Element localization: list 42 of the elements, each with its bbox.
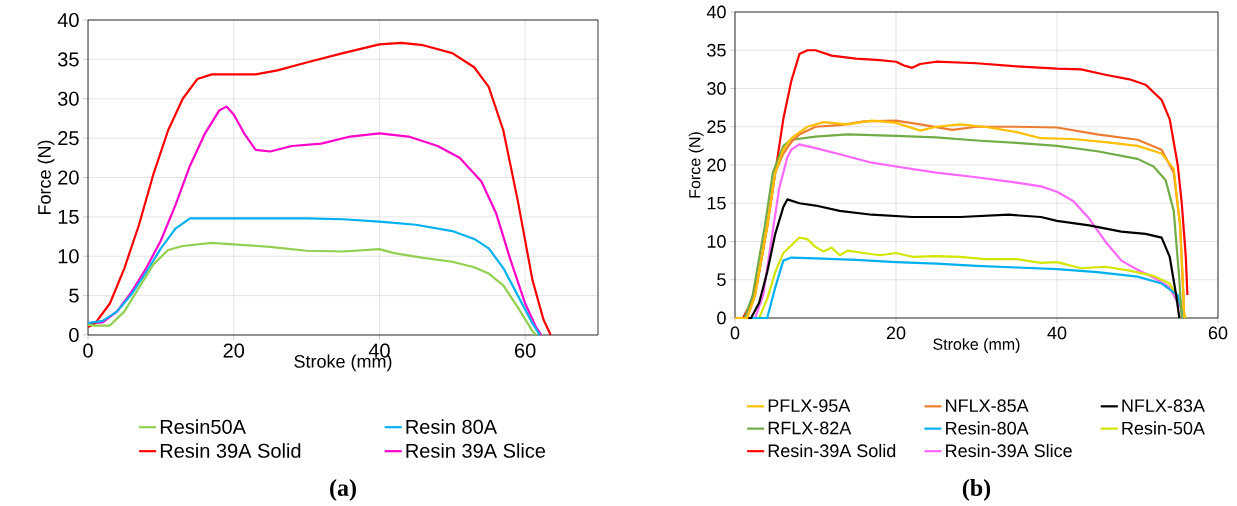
legend-label: Resin 80A bbox=[406, 419, 498, 434]
y-tick-label: 15 bbox=[58, 209, 79, 224]
legend-label: Resin50A bbox=[160, 419, 246, 434]
y-tick-label: 10 bbox=[58, 249, 79, 264]
legend-label: NFLX-85A bbox=[946, 399, 1029, 413]
text: (a) bbox=[330, 479, 356, 501]
y-tick-label: 25 bbox=[707, 120, 726, 134]
x-tick-label: 60 bbox=[515, 343, 536, 358]
y-axis-title: Force (N) bbox=[37, 140, 55, 215]
x-axis-title: Stroke (mm) bbox=[933, 338, 1020, 354]
x-tick-label: 20 bbox=[223, 343, 245, 358]
y-tick-label: 35 bbox=[707, 43, 726, 57]
y-tick-label: 25 bbox=[58, 131, 79, 146]
x-tick-label: 0 bbox=[83, 343, 93, 358]
y-tick-label: 20 bbox=[58, 170, 79, 185]
y-tick-label: 30 bbox=[707, 82, 726, 95]
y-tick-label: 5 bbox=[69, 288, 79, 303]
y-tick-label: 15 bbox=[707, 196, 726, 210]
legend-label: Resin-39A Solid bbox=[768, 443, 896, 458]
y-axis-title: Force (N) bbox=[688, 132, 704, 198]
legend-label: Resin-39A Slice bbox=[946, 443, 1072, 458]
legend-label: Resin-80A bbox=[946, 421, 1029, 435]
y-tick-label: 40 bbox=[57, 12, 79, 28]
line-series bbox=[86, 241, 538, 337]
y-tick-label: 35 bbox=[58, 52, 79, 67]
x-tick-label: 60 bbox=[1208, 326, 1228, 340]
y-tick-label: 5 bbox=[717, 273, 726, 287]
y-tick-label: 0 bbox=[717, 311, 726, 325]
y-tick-label: 10 bbox=[707, 235, 726, 248]
legend-label: Resin 39A Slice bbox=[406, 443, 546, 458]
legend-label: Resin 39A Solid bbox=[160, 443, 301, 458]
y-tick-label: 40 bbox=[706, 5, 726, 19]
x-tick-label: 40 bbox=[1047, 326, 1067, 340]
y-tick-label: 30 bbox=[58, 91, 79, 106]
legend-label: PFLX-95A bbox=[768, 399, 851, 413]
x-tick-label: 0 bbox=[730, 326, 740, 340]
legend-label: NFLX-83A bbox=[1122, 399, 1205, 413]
legend-label: RFLX-82A bbox=[768, 421, 852, 435]
legend-label: Resin-50A bbox=[1122, 421, 1205, 435]
text: (b) bbox=[962, 479, 991, 501]
y-tick-label: 20 bbox=[707, 158, 726, 172]
x-tick-label: 20 bbox=[886, 326, 906, 340]
